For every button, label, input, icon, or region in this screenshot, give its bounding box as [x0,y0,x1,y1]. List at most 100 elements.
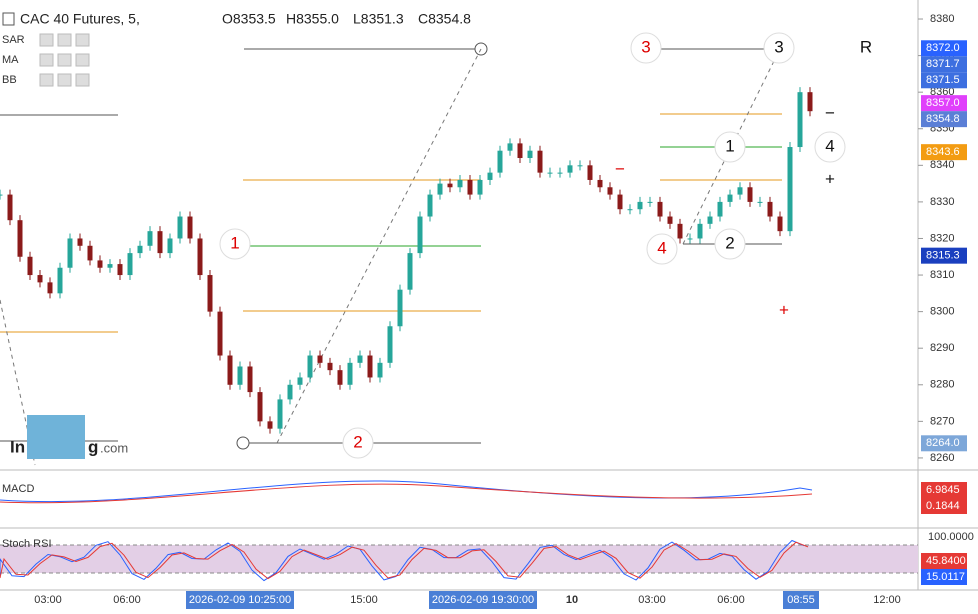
candle [437,183,443,195]
price-marker [921,144,967,161]
candle [47,282,53,294]
candle [147,231,153,246]
candle [727,194,733,202]
candle [177,216,183,239]
price-marker-label: 8354.8 [926,113,960,125]
candle [637,201,643,210]
candle [697,223,703,239]
candle [397,289,403,327]
indicator-label[interactable]: SAR [2,34,25,46]
rsi-label[interactable]: Stoch RSI [2,538,52,550]
candle [0,194,3,196]
candle [137,245,143,254]
candle [447,183,453,188]
candle [27,256,33,276]
x-tick-label: 03:00 [638,594,666,606]
candle [707,216,713,224]
candle [87,245,93,261]
candle [7,194,13,221]
y-tick-label: 8340 [930,159,954,171]
indicator-label[interactable]: BB [2,74,17,86]
ohlc-value: C8354.8 [418,11,471,27]
logo: In g .com [10,415,128,459]
price-marker-label: 8372.0 [926,42,960,54]
chart-title: CAC 40 Futures, 5, [20,11,140,27]
candle [557,172,563,174]
candle [237,366,243,385]
price-marker-label: 8371.7 [926,58,960,70]
macd-value-box [921,498,967,514]
candle [357,355,363,363]
x-tick-label: 2026-02-09 19:30:00 [432,594,534,606]
collapse-icon[interactable] [2,12,15,26]
y-tick-label: 8260 [930,452,954,464]
candle [717,201,723,217]
candle [77,238,83,246]
candle [187,216,193,239]
macd-label[interactable]: MACD [2,483,34,495]
annotation: + [779,300,789,319]
candle [417,216,423,254]
candle [197,238,203,276]
macd-value: 0.1844 [926,500,960,512]
annotation: 4 [825,136,834,155]
annotation-circle [646,233,678,265]
annotation: 1 [230,233,239,252]
indicator-button[interactable] [39,53,54,67]
annotation: 2 [353,432,362,451]
time-box [429,591,537,609]
candle [537,150,543,173]
candle [547,172,553,174]
candle [387,326,393,363]
candle [37,275,43,283]
candle [407,253,413,290]
rsi-value: 45.8400 [926,555,966,567]
annotation-circle [342,427,374,459]
price-marker [921,435,967,452]
y-tick-label: 8320 [930,232,954,244]
indicator-button[interactable] [39,33,54,47]
indicator-button[interactable] [75,53,90,67]
annotation-circle [714,131,746,163]
candle [347,362,353,385]
price-marker [921,247,967,264]
candle [307,355,313,378]
candle [297,377,303,385]
candle [597,179,603,188]
candle [67,238,73,268]
rsi-value: 15.0117 [926,571,965,583]
indicator-button[interactable] [57,33,72,47]
annotation: R [860,37,872,56]
indicator-button[interactable] [57,73,72,87]
candle [97,260,103,268]
rsi-axis-label: 100.0000 [928,531,974,543]
candle [627,209,633,211]
candle [677,223,683,239]
candle [797,92,803,148]
indicator-button[interactable] [39,73,54,87]
candle [367,355,373,378]
indicator-button[interactable] [57,53,72,67]
price-marker [921,56,967,73]
candle [107,264,113,268]
ohlc-value: H8355.0 [286,11,339,27]
indicator-label[interactable]: MA [2,54,19,66]
candle [167,238,173,254]
annotation: 2 [725,233,734,252]
candle [117,264,123,276]
candle [247,366,253,393]
annotation: 1 [725,136,734,155]
annotation: 4 [657,238,666,257]
indicator-button[interactable] [75,73,90,87]
annotation-circle [219,228,251,260]
price-marker-label: 8371.5 [926,74,960,86]
candle [767,201,773,217]
annotation-circle [714,228,746,260]
candle [57,267,63,294]
candle [317,355,323,363]
indicator-button[interactable] [75,33,90,47]
candle [527,150,533,159]
time-box [186,591,294,609]
price-marker [921,111,967,128]
